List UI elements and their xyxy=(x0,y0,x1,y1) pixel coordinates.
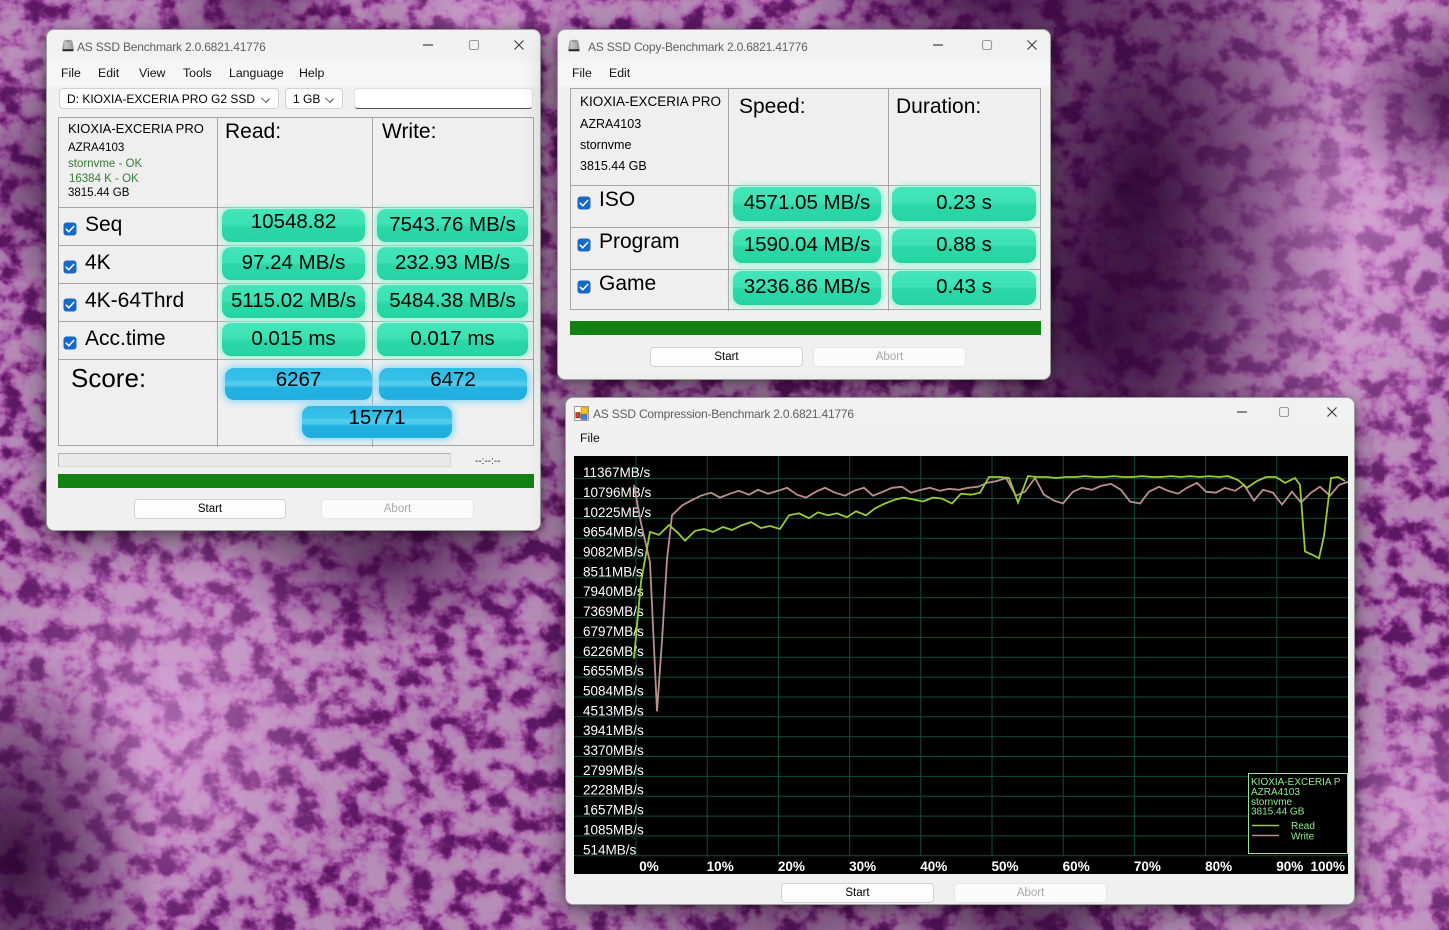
svg-text:3941MB/s: 3941MB/s xyxy=(583,723,644,738)
svg-text:6226MB/s: 6226MB/s xyxy=(583,644,644,659)
svg-text:1657MB/s: 1657MB/s xyxy=(583,803,644,818)
svg-text:90%: 90% xyxy=(1276,859,1303,874)
svg-text:Read: Read xyxy=(1291,821,1315,832)
svg-text:20%: 20% xyxy=(778,859,805,874)
svg-text:50%: 50% xyxy=(991,859,1018,874)
svg-text:40%: 40% xyxy=(920,859,947,874)
svg-text:2799MB/s: 2799MB/s xyxy=(583,763,644,778)
svg-text:0%: 0% xyxy=(639,859,659,874)
svg-text:10%: 10% xyxy=(707,859,734,874)
svg-text:2228MB/s: 2228MB/s xyxy=(583,783,644,798)
svg-text:8511MB/s: 8511MB/s xyxy=(583,564,643,579)
svg-text:6797MB/s: 6797MB/s xyxy=(583,624,644,639)
svg-text:10225MB/s: 10225MB/s xyxy=(583,505,652,520)
svg-text:30%: 30% xyxy=(849,859,876,874)
svg-text:10796MB/s: 10796MB/s xyxy=(583,485,652,500)
svg-text:3370MB/s: 3370MB/s xyxy=(583,743,644,758)
svg-text:7369MB/s: 7369MB/s xyxy=(583,604,644,619)
svg-text:1085MB/s: 1085MB/s xyxy=(583,822,644,837)
svg-text:stornvme: stornvme xyxy=(1251,797,1293,808)
svg-text:11367MB/s: 11367MB/s xyxy=(583,465,651,480)
svg-text:3815.44 GB: 3815.44 GB xyxy=(1251,807,1305,818)
svg-text:80%: 80% xyxy=(1205,859,1232,874)
svg-text:4513MB/s: 4513MB/s xyxy=(583,703,644,718)
svg-text:Write: Write xyxy=(1291,832,1315,843)
svg-text:5655MB/s: 5655MB/s xyxy=(583,664,644,679)
svg-text:5084MB/s: 5084MB/s xyxy=(583,684,644,699)
svg-text:9082MB/s: 9082MB/s xyxy=(583,545,644,560)
svg-text:514MB/s: 514MB/s xyxy=(583,842,637,857)
svg-text:100%: 100% xyxy=(1310,859,1345,874)
svg-text:60%: 60% xyxy=(1063,859,1090,874)
svg-text:KIOXIA-EXCERIA P: KIOXIA-EXCERIA P xyxy=(1251,777,1341,788)
svg-text:AZRA4103: AZRA4103 xyxy=(1251,787,1300,798)
svg-text:9654MB/s: 9654MB/s xyxy=(583,525,644,540)
svg-text:7940MB/s: 7940MB/s xyxy=(583,584,644,599)
svg-text:70%: 70% xyxy=(1134,859,1161,874)
